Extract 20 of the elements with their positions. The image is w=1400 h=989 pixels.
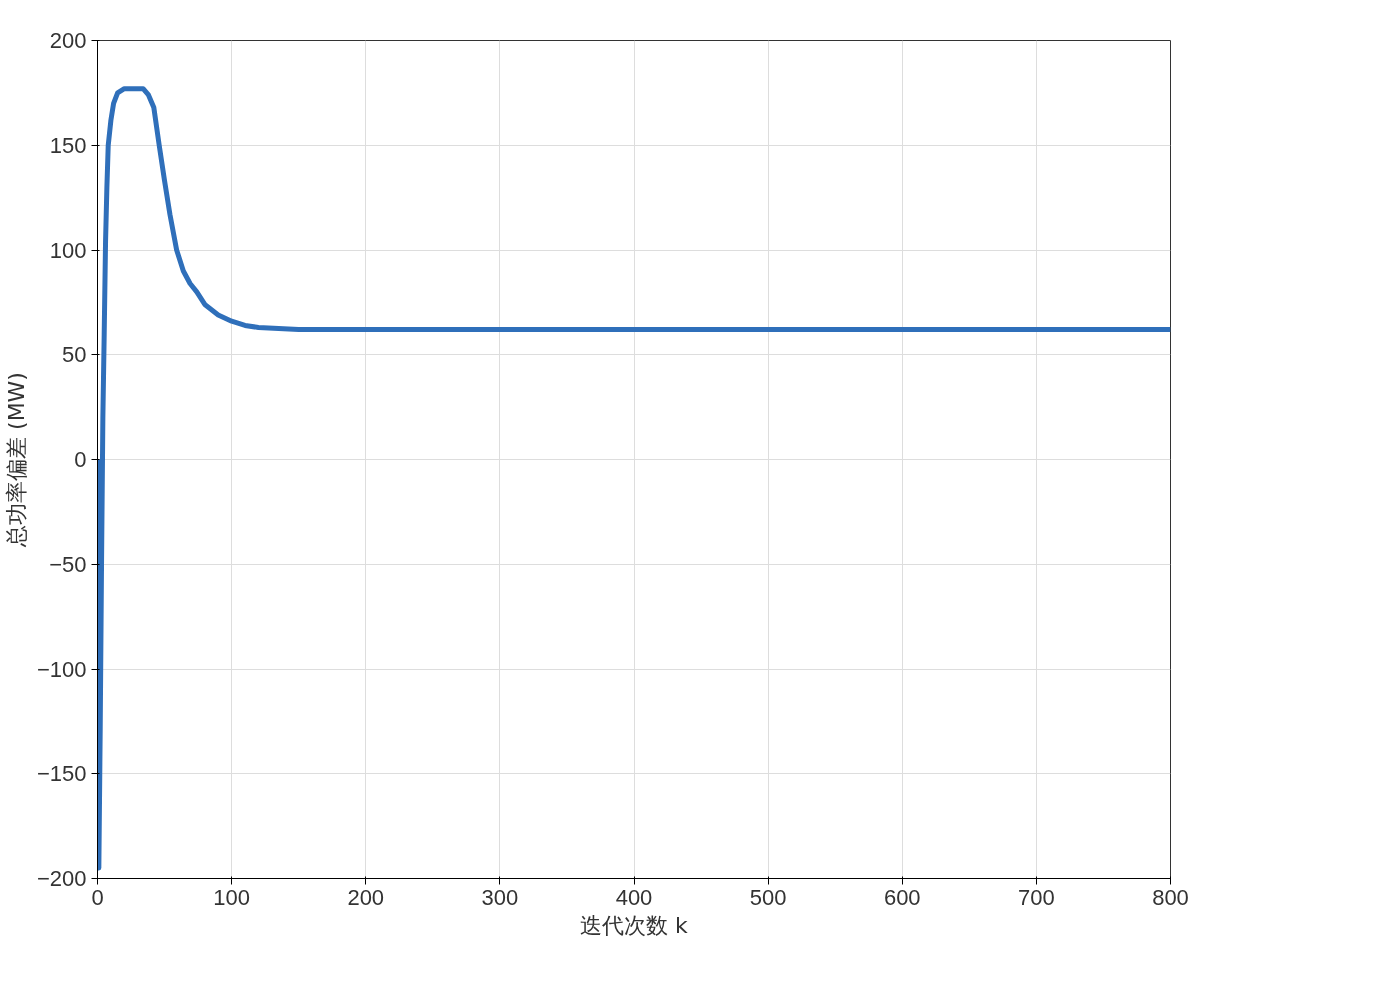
x-tick-label: 200 [347, 884, 385, 910]
x-tick-label: 100 [213, 884, 250, 910]
x-tick-label: 800 [1152, 884, 1189, 910]
x-tick-label: 700 [1018, 884, 1055, 910]
x-tick-label: 400 [615, 884, 653, 910]
y-tick-label: −50 [49, 551, 87, 577]
x-tick-label: 600 [883, 884, 921, 910]
y-tick-label: 100 [49, 237, 87, 263]
y-tick-label: −200 [36, 866, 87, 891]
y-tick-label: 0 [74, 447, 87, 472]
y-tick-label: 150 [49, 132, 87, 158]
x-tick-label: 0 [91, 884, 104, 910]
x-tick-label: 300 [481, 884, 519, 910]
y-axis-title: 总功率偏差 (MW) [3, 372, 29, 548]
y-tick-label: −150 [36, 761, 87, 787]
x-axis-title: 迭代次数 k [580, 912, 689, 938]
x-tick-label: 500 [749, 884, 787, 910]
y-tick-label: −100 [36, 656, 87, 682]
y-tick-label: 50 [62, 342, 87, 368]
y-tick-label: 200 [49, 28, 87, 53]
